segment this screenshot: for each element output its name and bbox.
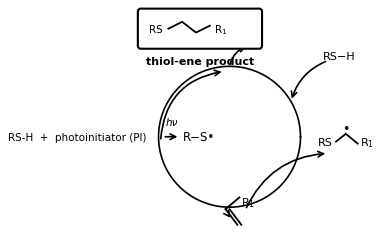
Text: •: • bbox=[342, 123, 350, 136]
Text: hν: hν bbox=[165, 117, 178, 128]
Text: R−S•: R−S• bbox=[183, 131, 216, 144]
Text: R$_1$: R$_1$ bbox=[241, 196, 256, 209]
Text: RS: RS bbox=[149, 25, 162, 35]
Text: RS: RS bbox=[318, 137, 333, 147]
FancyBboxPatch shape bbox=[138, 10, 262, 50]
Text: R$_1$: R$_1$ bbox=[359, 135, 374, 149]
Text: R$_1$: R$_1$ bbox=[214, 23, 227, 37]
Text: thiol-ene product: thiol-ene product bbox=[146, 56, 254, 66]
Text: RS−H: RS−H bbox=[323, 51, 356, 61]
Text: RS-H  +  photoinitiator (PI): RS-H + photoinitiator (PI) bbox=[8, 132, 146, 142]
